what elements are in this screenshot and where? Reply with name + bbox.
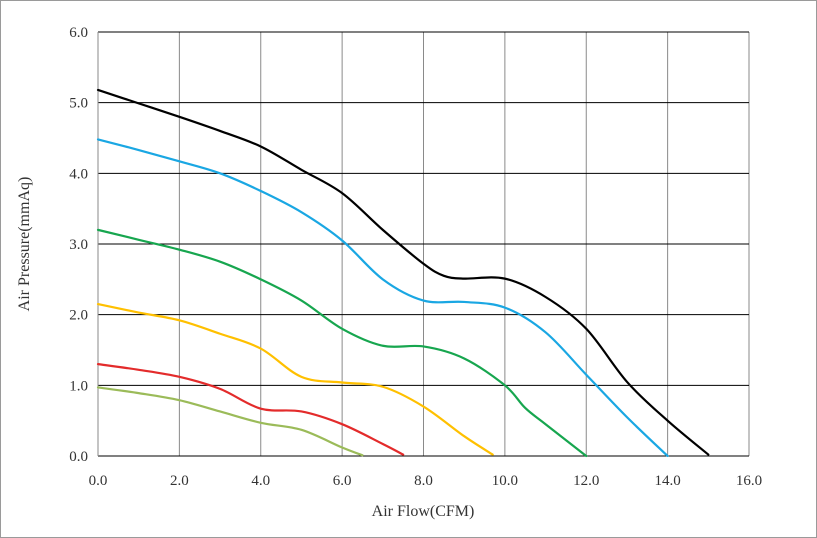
x-tick-label: 4.0 [251,473,270,489]
y-axis-label: Air Pressure(mmAq) [16,177,33,312]
x-tick-label: 10.0 [492,473,518,489]
series-line-6 [96,386,364,457]
x-tick-label: 2.0 [170,473,189,489]
y-tick-label: 4.0 [69,166,88,182]
series-lines [96,88,710,458]
x-tick-label: 12.0 [573,473,599,489]
series-line-3 [96,228,588,458]
x-tick-label: 16.0 [736,473,762,489]
series-line-1 [96,88,710,456]
x-axis-label: Air Flow(CFM) [372,503,475,520]
grid [97,31,750,457]
y-tick-label: 1.0 [69,378,88,394]
y-tick-label: 5.0 [69,96,88,112]
series-line-4 [96,302,494,456]
series-line-2 [96,138,669,458]
y-tick-label: 2.0 [69,308,88,324]
x-tick-label: 14.0 [655,473,681,489]
y-tick-label: 0.0 [69,449,88,465]
x-tick-label: 6.0 [333,473,352,489]
x-tick-label: 0.0 [89,473,108,489]
tick-labels: 0.0 2.0 4.0 6.0 8.0 10.0 12.0 14.0 16.0 0.0 1.0 2.0… [69,25,762,489]
x-tick-label: 8.0 [414,473,433,489]
y-tick-label: 3.0 [69,237,88,253]
series-line-5 [96,363,405,456]
y-tick-label: 6.0 [69,25,88,41]
